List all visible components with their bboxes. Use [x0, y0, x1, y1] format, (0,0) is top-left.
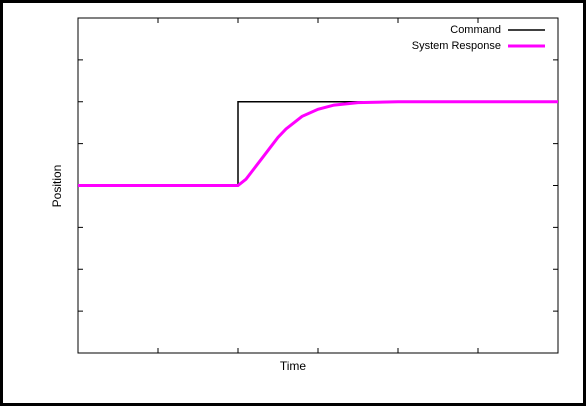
y-axis-label: Position	[50, 165, 64, 208]
legend-label: System Response	[412, 40, 501, 52]
x-axis-label: Time	[280, 359, 307, 373]
series-line	[78, 100, 558, 187]
legend-label: Command	[450, 24, 501, 36]
